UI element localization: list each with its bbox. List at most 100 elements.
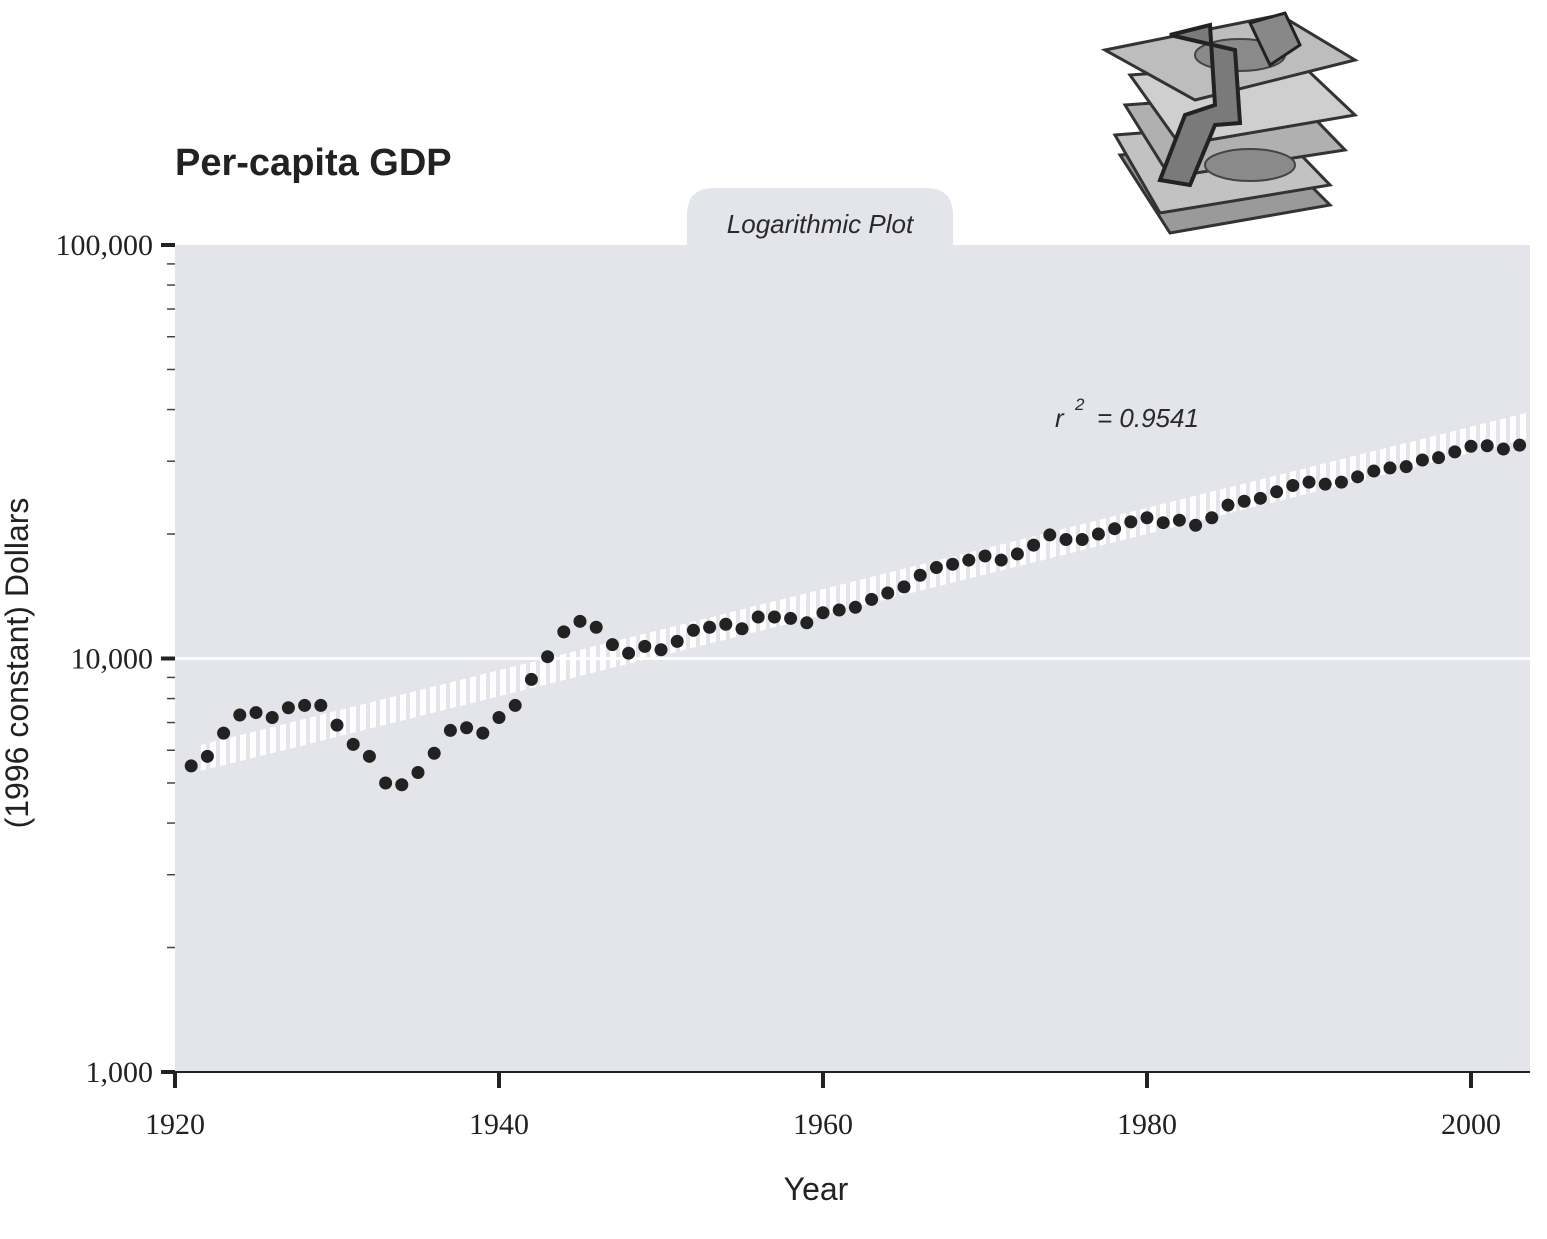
data-point — [1480, 439, 1494, 453]
data-point — [1448, 445, 1462, 459]
data-point — [508, 698, 522, 712]
data-point — [460, 721, 474, 735]
y-tick-label: 100,000 — [56, 229, 154, 262]
data-point — [751, 610, 765, 624]
data-point — [443, 723, 457, 737]
data-point — [605, 638, 619, 652]
x-axis-label: Year — [784, 1171, 849, 1207]
data-point — [897, 580, 911, 594]
data-point — [703, 620, 717, 634]
data-point — [379, 776, 393, 790]
data-point — [249, 706, 263, 720]
data-point — [800, 616, 814, 630]
data-point — [1010, 547, 1024, 561]
data-point — [524, 672, 538, 686]
data-point — [346, 737, 360, 751]
data-point — [476, 726, 490, 740]
money-stack-icon — [1100, 11, 1359, 235]
data-point — [1189, 518, 1203, 532]
subtitle-tab — [687, 188, 953, 245]
data-point — [816, 606, 830, 620]
data-point — [1253, 491, 1267, 505]
data-point — [395, 778, 409, 792]
y-axis-label: (1996 constant) Dollars — [0, 498, 35, 829]
data-point — [1075, 532, 1089, 546]
data-point — [233, 708, 247, 722]
data-point — [881, 586, 895, 600]
x-tick-label: 2000 — [1441, 1108, 1501, 1141]
data-point — [1059, 532, 1073, 546]
data-point — [589, 620, 603, 634]
data-point — [654, 643, 668, 657]
data-point — [962, 553, 976, 567]
data-point — [1302, 475, 1316, 489]
data-point — [994, 553, 1008, 567]
data-point — [330, 718, 344, 732]
data-point — [929, 560, 943, 574]
data-point — [1496, 442, 1510, 456]
data-point — [1027, 538, 1041, 552]
data-point — [411, 766, 425, 780]
data-point — [686, 623, 700, 637]
data-point — [1318, 477, 1332, 491]
data-point — [622, 646, 636, 660]
data-point — [670, 634, 684, 648]
y-tick-label: 10,000 — [71, 643, 154, 676]
data-point — [541, 650, 555, 664]
data-point — [1367, 464, 1381, 478]
x-tick-label: 1920 — [145, 1108, 205, 1141]
data-point — [978, 549, 992, 563]
data-point — [1383, 461, 1397, 475]
data-point — [832, 603, 846, 617]
data-point — [362, 749, 376, 763]
data-point — [1270, 485, 1284, 499]
data-point — [298, 698, 312, 712]
x-tick-label: 1980 — [1117, 1108, 1177, 1141]
data-point — [848, 600, 862, 614]
data-point — [265, 710, 279, 724]
y-tick-label: 1,000 — [86, 1056, 154, 1089]
data-point — [1221, 498, 1235, 512]
data-point — [784, 611, 798, 625]
chart-title: Per-capita GDP — [175, 142, 452, 184]
data-point — [767, 610, 781, 624]
r-squared-value: = 0.9541 — [1097, 403, 1199, 433]
data-point — [1156, 516, 1170, 530]
data-point — [946, 557, 960, 571]
data-point — [1334, 475, 1348, 489]
x-tick-label: 1960 — [793, 1108, 853, 1141]
data-point — [427, 746, 441, 760]
data-point — [281, 701, 295, 715]
data-point — [1415, 453, 1429, 467]
ticks: 1920 1940 1960 1980 2000 1,000 10,000 100,000 — [56, 229, 1502, 1141]
data-point — [184, 759, 198, 773]
data-point — [1124, 515, 1138, 529]
data-point — [1043, 528, 1057, 542]
data-point — [1108, 522, 1122, 536]
r-squared-exponent: 2 — [1074, 395, 1085, 414]
data-point — [1205, 511, 1219, 525]
data-point — [865, 592, 879, 606]
data-point — [913, 568, 927, 582]
r-squared-label: r — [1055, 403, 1065, 433]
data-point — [1237, 494, 1251, 508]
data-point — [735, 622, 749, 636]
data-point — [217, 726, 231, 740]
data-point — [557, 625, 571, 639]
data-point — [573, 614, 587, 628]
data-point — [1140, 511, 1154, 525]
data-point — [1432, 451, 1446, 465]
data-point — [1513, 438, 1527, 452]
data-points — [184, 438, 1527, 792]
data-point — [200, 749, 214, 763]
data-point — [1172, 513, 1186, 527]
data-point — [1091, 527, 1105, 541]
data-point — [1464, 439, 1478, 453]
data-point — [1399, 460, 1413, 474]
x-tick-label: 1940 — [469, 1108, 529, 1141]
data-point — [1351, 470, 1365, 484]
data-point — [314, 698, 328, 712]
data-point — [719, 617, 733, 631]
